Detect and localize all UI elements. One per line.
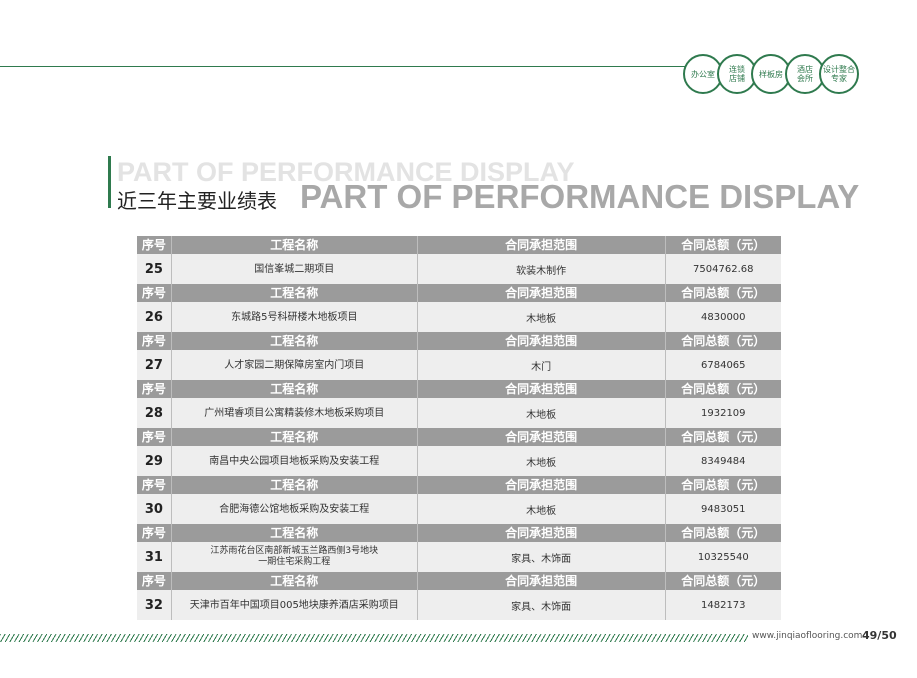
table-header-row: 序号 工程名称 合同承担范围 合同总额（元） <box>137 236 781 254</box>
table-header-row: 序号 工程名称 合同承担范围 合同总额（元） <box>137 476 781 494</box>
table-row: 26 东城路5号科研楼木地板项目 木地板 4830000 <box>137 302 781 332</box>
table-row: 27 人才家园二期保障房室内门项目 木门 6784065 <box>137 350 781 380</box>
circle-design-expert: 设计整合专家 <box>819 54 859 94</box>
table-row: 25 国信峯城二期项目 软装木制作 7504762.68 <box>137 254 781 284</box>
table-header-row: 序号 工程名称 合同承担范围 合同总额（元） <box>137 332 781 350</box>
ghost-english-title: PART OF PERFORMANCE DISPLAY <box>117 157 575 187</box>
circle-hotel-club: 酒店会所 <box>785 54 825 94</box>
table-row: 28 广州珺睿项目公寓精装修木地板采购项目 木地板 1932109 <box>137 398 781 428</box>
top-divider <box>0 66 690 67</box>
table-header-row: 序号 工程名称 合同承担范围 合同总额（元） <box>137 284 781 302</box>
english-title: PART OF PERFORMANCE DISPLAY <box>300 178 860 215</box>
table-row: 31 江苏雨花台区南部新城玉兰路西侧3号地块 一期住宅采购工程 家具、木饰面 1… <box>137 542 781 572</box>
table-row: 32 天津市百年中国项目005地块康养酒店采购项目 家具、木饰面 1482173 <box>137 590 781 620</box>
footer-url: www.jinqiaoflooring.com <box>752 631 863 641</box>
page-number: 49/50 <box>862 629 897 642</box>
table-row: 29 南昌中央公园项目地板采购及安装工程 木地板 8349484 <box>137 446 781 476</box>
table-header-row: 序号 工程名称 合同承担范围 合同总额（元） <box>137 380 781 398</box>
circle-chain-store: 连锁店铺 <box>717 54 757 94</box>
table-header-row: 序号 工程名称 合同承担范围 合同总额（元） <box>137 428 781 446</box>
table-header-row: 序号 工程名称 合同承担范围 合同总额（元） <box>137 572 781 590</box>
title-accent-bar <box>108 156 111 208</box>
table-header-row: 序号 工程名称 合同承担范围 合同总额（元） <box>137 524 781 542</box>
page-title: 近三年主要业绩表 <box>117 189 277 213</box>
circle-office: 办公室 <box>683 54 723 94</box>
footer-hatch-bar <box>0 634 748 642</box>
performance-table: 序号 工程名称 合同承担范围 合同总额（元） 25 国信峯城二期项目 软装木制作… <box>137 236 781 620</box>
table-row: 30 合肥海德公馆地板采购及安装工程 木地板 9483051 <box>137 494 781 524</box>
